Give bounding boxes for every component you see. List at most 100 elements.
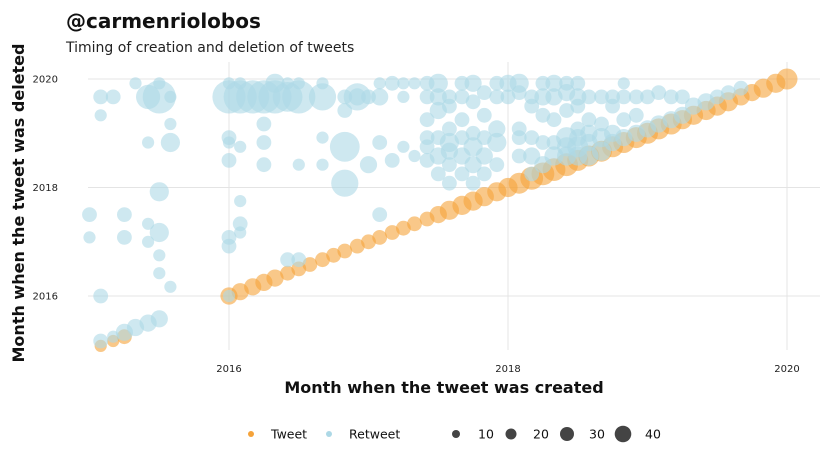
retweet-point bbox=[256, 157, 272, 173]
retweet-point bbox=[93, 333, 109, 349]
retweet-point bbox=[117, 207, 132, 223]
retweet-point bbox=[291, 252, 307, 268]
legend-size-label-20: 20 bbox=[533, 427, 549, 442]
retweet-point bbox=[442, 175, 457, 191]
retweet-point bbox=[153, 77, 166, 90]
retweet-point bbox=[331, 169, 359, 197]
retweet-point bbox=[454, 89, 470, 105]
retweet-point bbox=[153, 249, 166, 262]
retweet-point bbox=[117, 230, 132, 245]
retweet-point bbox=[316, 131, 329, 144]
tweet-point bbox=[396, 220, 411, 236]
retweet-point bbox=[232, 216, 248, 232]
chart-title: @carmenriolobos bbox=[66, 9, 261, 33]
retweet-point bbox=[581, 89, 597, 105]
retweet-point bbox=[93, 288, 109, 304]
tweet-point bbox=[302, 257, 318, 272]
retweet-point bbox=[256, 116, 272, 132]
retweet-point bbox=[359, 156, 378, 174]
retweet-point bbox=[397, 90, 410, 103]
retweet-point bbox=[675, 89, 690, 105]
retweet-point bbox=[488, 120, 506, 138]
retweet-point bbox=[628, 89, 644, 105]
retweet-point bbox=[721, 85, 736, 100]
retweet-point bbox=[384, 75, 400, 91]
retweet-point bbox=[651, 85, 667, 100]
retweet-point bbox=[559, 103, 574, 118]
retweet-point bbox=[594, 89, 609, 105]
tweet-point bbox=[776, 68, 798, 90]
retweet-point bbox=[429, 88, 447, 106]
retweet-point bbox=[511, 148, 527, 164]
retweet-point bbox=[94, 109, 107, 122]
retweet-point bbox=[149, 182, 169, 202]
retweet-point bbox=[397, 77, 410, 90]
legend-size-key-30 bbox=[560, 427, 574, 441]
x-axis-title: Month when the tweet was created bbox=[284, 378, 603, 397]
legend: Tweet Retweet 10 20 30 40 bbox=[248, 425, 661, 443]
retweet-point bbox=[500, 89, 516, 105]
retweet-point bbox=[476, 166, 492, 182]
x-tick-label: 2016 bbox=[216, 364, 241, 375]
retweet-point bbox=[465, 125, 481, 141]
retweet-point bbox=[454, 166, 470, 182]
x-tick-label: 2020 bbox=[774, 364, 799, 375]
retweet-point bbox=[348, 88, 366, 106]
retweet-point bbox=[164, 117, 177, 131]
retweet-point bbox=[454, 112, 470, 128]
retweet-point bbox=[535, 107, 551, 123]
retweet-point bbox=[428, 73, 448, 93]
retweet-point bbox=[93, 89, 109, 105]
retweet-point bbox=[419, 112, 435, 128]
y-tick-label: 2016 bbox=[33, 292, 58, 303]
tweet-point bbox=[349, 238, 365, 254]
retweet-point bbox=[82, 207, 97, 223]
retweet-point bbox=[222, 136, 236, 149]
retweet-point bbox=[234, 226, 247, 239]
retweet-point bbox=[371, 88, 389, 106]
retweet-point bbox=[511, 85, 527, 100]
retweet-point bbox=[83, 231, 96, 244]
y-tick-label: 2020 bbox=[33, 75, 58, 86]
retweet-point bbox=[149, 222, 169, 243]
retweet-point bbox=[545, 74, 563, 92]
retweet-point bbox=[408, 77, 421, 90]
retweet-point bbox=[408, 149, 421, 163]
legend-label-tweet: Tweet bbox=[270, 427, 307, 442]
legend-size-key-40 bbox=[614, 425, 632, 443]
retweet-point bbox=[222, 289, 236, 303]
retweet-point bbox=[164, 280, 177, 293]
tweet-point bbox=[384, 225, 400, 240]
retweet-point bbox=[605, 98, 620, 114]
x-tick-label: 2018 bbox=[495, 364, 520, 375]
retweet-point bbox=[316, 77, 329, 90]
chart-subtitle: Timing of creation and deletion of tweet… bbox=[65, 40, 354, 56]
retweet-point bbox=[465, 175, 481, 191]
retweet-point bbox=[442, 157, 457, 173]
retweet-point bbox=[419, 130, 435, 146]
retweet-point bbox=[282, 80, 316, 114]
retweet-point bbox=[256, 135, 272, 150]
retweet-point bbox=[476, 107, 492, 123]
retweet-point bbox=[628, 107, 644, 123]
retweet-point bbox=[475, 147, 493, 165]
retweet-point bbox=[329, 131, 360, 162]
retweet-point bbox=[372, 207, 388, 223]
retweet-point bbox=[292, 158, 305, 171]
retweet-point bbox=[442, 121, 457, 137]
retweet-point bbox=[221, 153, 237, 168]
retweet-point bbox=[524, 130, 540, 146]
retweet-point bbox=[234, 140, 247, 153]
legend-size-key-10 bbox=[452, 430, 460, 438]
legend-size-label-30: 30 bbox=[589, 427, 605, 442]
retweet-point bbox=[234, 195, 247, 208]
y-axis-title: Month when the tweet was deleted bbox=[9, 44, 28, 363]
retweet-point bbox=[489, 89, 505, 105]
retweet-point bbox=[397, 140, 410, 153]
legend-key-tweet bbox=[248, 431, 254, 437]
retweet-point bbox=[280, 252, 295, 268]
retweet-point bbox=[733, 80, 749, 96]
retweet-point bbox=[581, 112, 597, 128]
retweet-point bbox=[142, 136, 155, 149]
